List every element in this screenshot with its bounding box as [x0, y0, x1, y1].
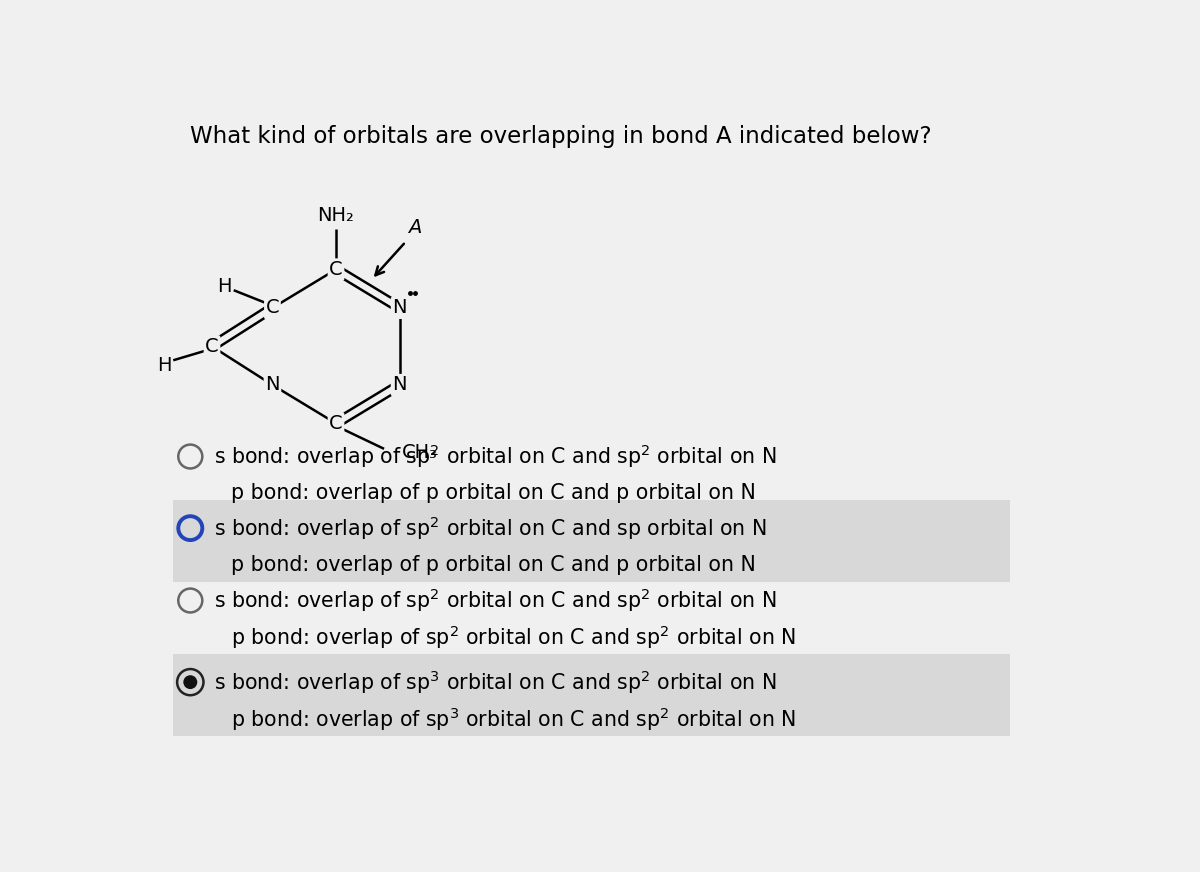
Text: What kind of orbitals are overlapping in bond A indicated below?: What kind of orbitals are overlapping in…	[191, 126, 932, 148]
Text: N: N	[392, 376, 407, 394]
Text: p bond: overlap of sp$^2$ orbital on C and sp$^2$ orbital on N: p bond: overlap of sp$^2$ orbital on C a…	[232, 623, 797, 651]
FancyBboxPatch shape	[173, 654, 1010, 736]
Text: s bond: overlap of sp$^2$ orbital on C and sp orbital on N: s bond: overlap of sp$^2$ orbital on C a…	[214, 514, 766, 542]
Text: H: H	[157, 356, 172, 375]
Text: NH₂: NH₂	[318, 206, 354, 225]
Text: A: A	[408, 218, 421, 237]
Text: s bond: overlap of sp$^3$ orbital on C and sp$^2$ orbital on N: s bond: overlap of sp$^3$ orbital on C a…	[214, 668, 776, 696]
FancyBboxPatch shape	[173, 500, 1010, 582]
Text: CH₃: CH₃	[402, 443, 438, 462]
Text: C: C	[329, 260, 343, 279]
Text: H: H	[217, 277, 232, 296]
Text: p bond: overlap of p orbital on C and p orbital on N: p bond: overlap of p orbital on C and p …	[232, 483, 756, 503]
Circle shape	[184, 675, 197, 689]
Text: s bond: overlap of sp$^2$ orbital on C and sp$^2$ orbital on N: s bond: overlap of sp$^2$ orbital on C a…	[214, 443, 776, 470]
Text: N: N	[265, 376, 280, 394]
Text: C: C	[329, 414, 343, 433]
Text: p bond: overlap of p orbital on C and p orbital on N: p bond: overlap of p orbital on C and p …	[232, 555, 756, 576]
Text: s bond: overlap of sp$^2$ orbital on C and sp$^2$ orbital on N: s bond: overlap of sp$^2$ orbital on C a…	[214, 587, 776, 614]
Text: C: C	[205, 337, 218, 356]
Text: C: C	[265, 298, 280, 317]
Text: N: N	[392, 298, 407, 317]
Text: p bond: overlap of sp$^3$ orbital on C and sp$^2$ orbital on N: p bond: overlap of sp$^3$ orbital on C a…	[232, 705, 797, 732]
